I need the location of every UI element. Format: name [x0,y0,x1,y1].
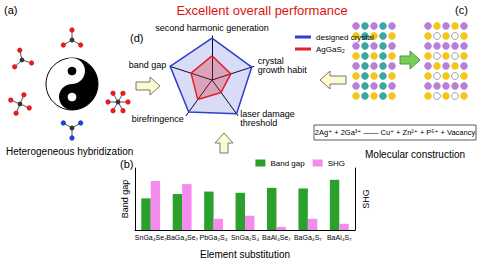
svg-text:AgGaS₂: AgGaS₂ [316,45,345,54]
svg-text:growth habit: growth habit [258,65,308,75]
svg-text:Molecular construction: Molecular construction [365,149,465,160]
svg-text:birefringence: birefringence [132,114,184,124]
svg-text:Heterogeneous hybridization: Heterogeneous hybridization [6,146,133,157]
svg-text:threshold: threshold [240,118,277,128]
svg-text:laser damage: laser damage [240,109,295,120]
svg-text:band gap: band gap [129,60,167,70]
svg-text:SnGa₂S₄: SnGa₂S₄ [231,234,259,241]
svg-text:(b): (b) [120,158,133,170]
svg-text:BaGa₄Se₇: BaGa₄Se₇ [166,234,198,241]
svg-text:Element substitution: Element substitution [200,249,290,260]
svg-text:second harmonic generation: second harmonic generation [155,23,269,33]
svg-text:(d): (d) [130,32,143,44]
svg-text:Band gap: Band gap [270,159,305,168]
svg-text:PbGa₂S₄: PbGa₂S₄ [199,234,227,241]
svg-text:2Ag⁺ + 2Ga³⁺ —— Cu⁺ + Zn²⁺ + P: 2Ag⁺ + 2Ga³⁺ —— Cu⁺ + Zn²⁺ + P⁵⁺ + Vacan… [315,128,476,137]
svg-text:(c): (c) [455,4,468,16]
svg-text:(a): (a) [4,4,17,16]
svg-text:BaGa₄S₇: BaGa₄S₇ [294,234,322,241]
svg-text:crystal: crystal [257,55,284,66]
svg-text:BaAl₄Se₇: BaAl₄Se₇ [262,234,291,241]
svg-text:SHG: SHG [328,159,345,168]
svg-text:SnGa₄Se₇: SnGa₄Se₇ [135,234,167,241]
svg-text:Excellent overall performance: Excellent overall performance [176,3,347,18]
svg-text:BaAl₄S₇: BaAl₄S₇ [327,234,352,241]
svg-text:Band gap: Band gap [120,180,130,219]
svg-text:SHG: SHG [361,189,371,209]
svg-text:designed crystal: designed crystal [316,33,374,42]
